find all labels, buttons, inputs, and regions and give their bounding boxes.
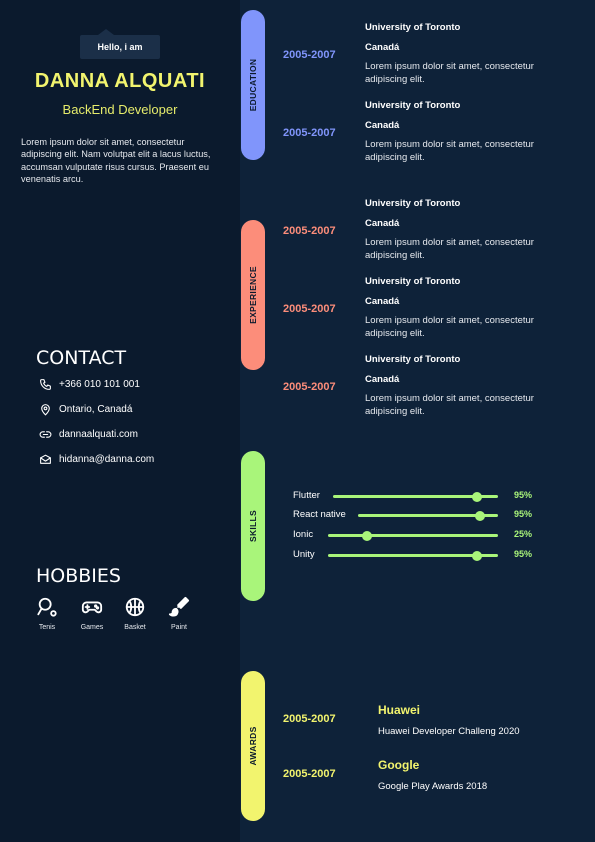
company-location: Canadá — [365, 218, 400, 229]
contact-location-text: Ontario, Canadá — [59, 403, 133, 415]
contact-location: Ontario, Canadá — [38, 402, 132, 416]
skill-percent: 95% — [514, 509, 533, 519]
skill-level-knob — [475, 510, 486, 521]
contact-website[interactable]: dannaalquati.com — [38, 427, 138, 441]
location-pin-icon — [38, 402, 52, 416]
skill-name: Ionic — [293, 529, 314, 540]
skill-level-knob — [472, 491, 483, 502]
experience-year: 2005-2007 — [283, 381, 336, 393]
skill-percent: 95% — [514, 549, 533, 559]
skill-name: Flutter — [293, 490, 320, 501]
education-entry: University of Toronto Canadá Lorem ipsum… — [365, 22, 565, 86]
education-description: Lorem ipsum dolor sit amet, consectetur … — [365, 139, 534, 163]
skill-row: Ionic 25% — [293, 529, 543, 543]
education-tab: EDUCATION — [241, 10, 265, 160]
awards-tab: AWARDS — [241, 671, 265, 821]
bio-text: Lorem ipsum dolor sit amet, consectetur … — [21, 137, 211, 185]
award-description: Huawei Developer Challeng 2020 — [378, 726, 520, 737]
skill-level-knob — [362, 530, 373, 541]
hobbies-heading: HOBBIES — [36, 565, 121, 587]
skill-name: Unity — [293, 549, 315, 560]
hobby-label: Basket — [124, 624, 146, 631]
skill-row: Flutter 95% — [293, 490, 543, 504]
awards-tab-label: AWARDS — [248, 726, 258, 766]
education-tab-label: EDUCATION — [248, 58, 258, 112]
experience-description: Lorem ipsum dolor sit amet, consectetur … — [365, 393, 534, 417]
skill-row: React native 95% — [293, 509, 543, 523]
company-name: University of Toronto — [365, 198, 461, 209]
paint-brush-icon — [168, 596, 190, 618]
gamepad-icon — [81, 596, 103, 618]
hobby-label: Tenis — [38, 624, 56, 631]
skill-track — [328, 554, 498, 557]
greeting-badge: Hello, i am — [80, 29, 160, 59]
contact-phone-text: +366 010 101 001 — [59, 378, 140, 390]
education-year: 2005-2007 — [283, 49, 336, 61]
school-name: University of Toronto — [365, 22, 461, 33]
contact-email[interactable]: hidanna@danna.com — [38, 452, 154, 466]
main-content — [240, 0, 595, 842]
basketball-icon — [124, 596, 146, 618]
contact-email-text: hidanna@danna.com — [59, 453, 155, 465]
award-title: Google — [378, 758, 420, 772]
contact-website-text: dannaalquati.com — [59, 428, 138, 440]
contact-phone[interactable]: +366 010 101 001 — [38, 377, 140, 391]
experience-entry: University of Toronto Canadá Lorem ipsum… — [365, 276, 565, 340]
skill-name: React native — [293, 509, 346, 520]
left-sidebar: Hello, i am DANNA ALQUATI BackEnd Develo… — [0, 0, 240, 842]
mail-icon — [38, 452, 52, 466]
company-name: University of Toronto — [365, 276, 461, 287]
education-year: 2005-2007 — [283, 127, 336, 139]
skill-percent: 95% — [514, 490, 533, 500]
skill-level-knob — [471, 550, 482, 561]
school-name: University of Toronto — [365, 100, 461, 111]
link-icon — [38, 427, 52, 441]
experience-year: 2005-2007 — [283, 303, 336, 315]
education-entry: University of Toronto Canadá Lorem ipsum… — [365, 100, 565, 164]
award-description: Google Play Awards 2018 — [378, 781, 488, 792]
company-location: Canadá — [365, 374, 400, 385]
award-entry: Google Google Play Awards 2018 — [378, 758, 578, 792]
company-location: Canadá — [365, 296, 400, 307]
experience-tab: EXPERIENCE — [241, 220, 265, 370]
hobby-label: Games — [80, 624, 104, 631]
school-location: Canadá — [365, 120, 400, 131]
tennis-racket-icon — [36, 596, 58, 618]
experience-entry: University of Toronto Canadá Lorem ipsum… — [365, 354, 565, 418]
company-name: University of Toronto — [365, 354, 461, 365]
job-title: BackEnd Developer — [62, 102, 178, 117]
experience-description: Lorem ipsum dolor sit amet, consectetur … — [365, 315, 534, 339]
skills-tab: SKILLS — [241, 451, 265, 601]
experience-year: 2005-2007 — [283, 225, 336, 237]
award-title: Huawei — [378, 703, 421, 717]
hobby-label: Paint — [171, 624, 187, 631]
hobby-games: Games — [72, 596, 112, 631]
experience-tab-label: EXPERIENCE — [248, 266, 258, 324]
skill-row: Unity 95% — [293, 549, 543, 563]
person-name: DANNA ALQUATI — [34, 70, 206, 92]
skills-tab-label: SKILLS — [248, 509, 258, 543]
skill-track — [328, 534, 498, 537]
hobby-paint: Paint — [159, 596, 199, 631]
experience-description: Lorem ipsum dolor sit amet, consectetur … — [365, 237, 534, 261]
education-description: Lorem ipsum dolor sit amet, consectetur … — [365, 61, 534, 85]
school-location: Canadá — [365, 42, 400, 53]
contact-heading: CONTACT — [36, 347, 127, 369]
award-year: 2005-2007 — [283, 713, 336, 725]
experience-entry: University of Toronto Canadá Lorem ipsum… — [365, 198, 565, 262]
skill-track — [358, 514, 498, 517]
skill-track — [333, 495, 498, 498]
skill-percent: 25% — [514, 529, 533, 539]
award-entry: Huawei Huawei Developer Challeng 2020 — [378, 703, 578, 737]
phone-icon — [38, 377, 52, 391]
hobby-tennis: Tenis — [27, 596, 67, 631]
hobby-basket: Basket — [115, 596, 155, 631]
award-year: 2005-2007 — [283, 768, 336, 780]
